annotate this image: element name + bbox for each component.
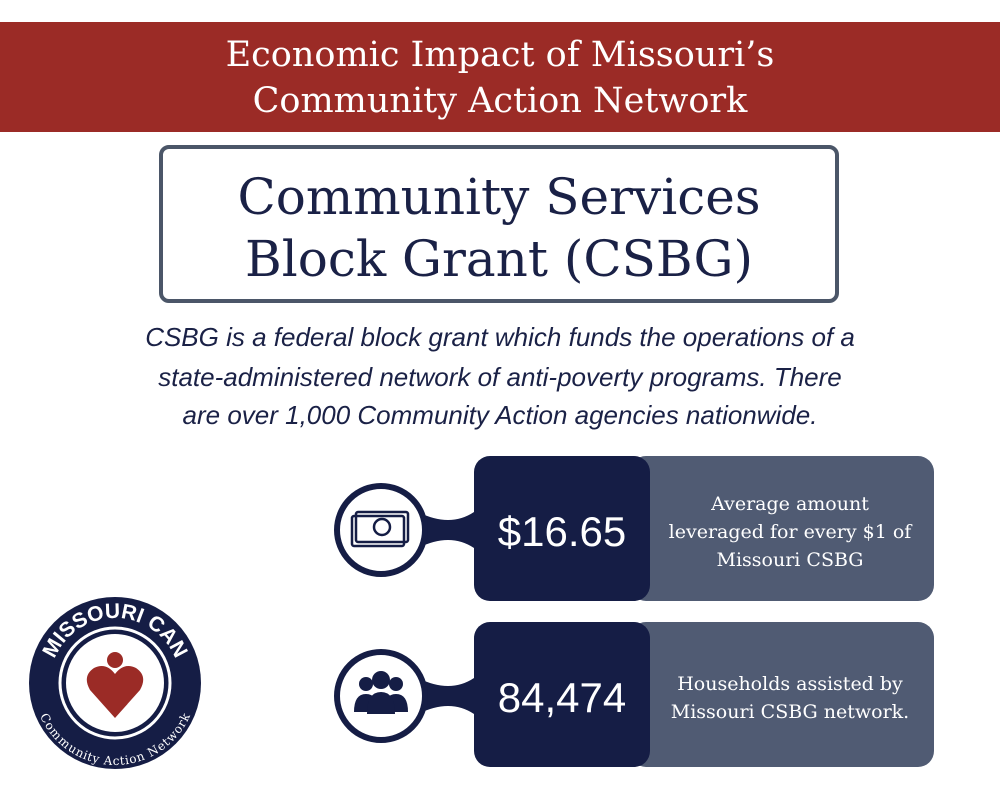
stat-label-panel [630, 456, 934, 601]
connector [418, 512, 474, 548]
logo: MISSOURI CAN Community Action Network [29, 597, 201, 769]
stat-row: 84,474 Households assisted by Missouri C… [334, 622, 934, 767]
logo-inner-ring [58, 626, 172, 740]
connector [418, 678, 474, 714]
money-icon [350, 510, 410, 548]
stat-label: Missouri CSBG network. [671, 701, 909, 723]
stat-label: Missouri CSBG [717, 549, 864, 571]
stat-label: Average amount [710, 493, 869, 515]
header-title: Community Action Network [253, 81, 749, 121]
description: CSBG is a federal block grant which fund… [145, 322, 855, 352]
description: state-administered network of anti-pover… [158, 362, 842, 392]
program-title: Community Services [237, 168, 760, 226]
stat-label: Households assisted by [677, 673, 903, 695]
stat-value-panel [474, 456, 650, 601]
logo-heart [86, 666, 144, 718]
stat-value: $16.65 [498, 508, 626, 555]
title-box [159, 145, 839, 303]
stat-value: 84,474 [498, 674, 626, 721]
stat-value-panel [474, 622, 650, 767]
stat-label: leveraged for every $1 of [669, 521, 914, 543]
header-band [0, 22, 1000, 132]
stat-row: $16.65 Average amount leveraged for ever… [334, 456, 934, 601]
header-title: Economic Impact of Missouri’s [226, 35, 775, 75]
logo-head [107, 652, 123, 668]
stat-label-panel [630, 622, 934, 767]
people-icon [354, 671, 408, 714]
program-title: Block Grant (CSBG) [245, 230, 753, 288]
description: are over 1,000 Community Action agencies… [183, 400, 818, 430]
icon-circle [334, 483, 428, 577]
